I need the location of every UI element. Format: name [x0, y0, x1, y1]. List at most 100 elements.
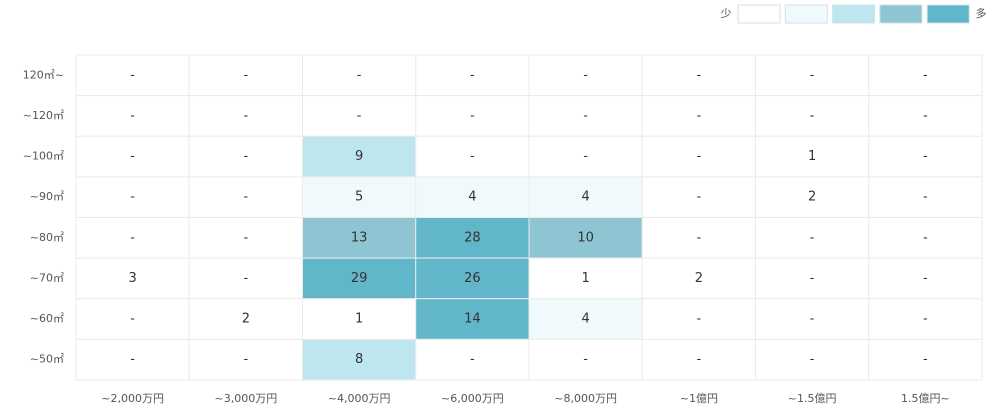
cell — [415, 176, 530, 218]
cell — [868, 95, 983, 137]
cell-label: - — [244, 271, 249, 286]
cell — [528, 298, 643, 340]
cell — [302, 257, 417, 300]
x-tick-label: ~2,000万円 — [101, 392, 164, 405]
cell-label: - — [697, 108, 702, 123]
cell — [302, 54, 417, 97]
cell — [415, 95, 530, 137]
cell-label: - — [130, 68, 135, 83]
cell — [528, 176, 643, 218]
cell-label: - — [130, 230, 135, 245]
cell — [302, 338, 417, 381]
y-tick-label: ~100㎡ — [23, 150, 64, 163]
cell-label: - — [130, 149, 135, 164]
x-tick-label: ~4,000万円 — [328, 392, 391, 405]
cell-label: - — [923, 312, 928, 327]
cell — [75, 135, 190, 178]
cell — [75, 338, 190, 381]
y-tick-label: ~80㎡ — [30, 231, 64, 244]
cell-label: 2 — [695, 271, 703, 286]
x-tick-label: ~8,000万円 — [554, 392, 617, 405]
cell-label: 1 — [581, 271, 589, 286]
cell — [188, 257, 303, 300]
legend-swatch — [784, 4, 828, 24]
cell — [528, 217, 643, 259]
cell-label: - — [130, 352, 135, 367]
cell-label: - — [470, 108, 475, 123]
cell-label: - — [923, 149, 928, 164]
cell — [641, 338, 756, 381]
cell — [755, 298, 870, 340]
y-tick-label: ~70㎡ — [30, 271, 64, 284]
cell — [868, 217, 983, 259]
cell-label: 13 — [351, 230, 368, 245]
cell — [868, 54, 983, 97]
y-tick-label: 120㎡~ — [23, 68, 64, 81]
cell-label: - — [244, 352, 249, 367]
cell — [868, 135, 983, 178]
cell-label: - — [810, 230, 815, 245]
cell — [755, 135, 870, 178]
cell-label: 2 — [242, 312, 250, 327]
cell-label: 4 — [581, 312, 589, 327]
cell-label: 28 — [464, 230, 481, 245]
cell-label: - — [697, 149, 702, 164]
cell — [415, 338, 530, 381]
y-tick-label: ~120㎡ — [23, 109, 64, 122]
cell-label: - — [583, 108, 588, 123]
cell — [868, 338, 983, 381]
cell-label: - — [810, 271, 815, 286]
cell — [75, 54, 190, 97]
cell — [188, 54, 303, 97]
cell-label: - — [810, 312, 815, 327]
cell-label: - — [923, 230, 928, 245]
cell-label: - — [357, 68, 362, 83]
cell-label: - — [470, 149, 475, 164]
cell-label: - — [244, 190, 249, 205]
x-tick-label: ~1億円 — [680, 392, 718, 405]
cell-label: 26 — [464, 271, 481, 286]
cell — [415, 135, 530, 178]
x-tick-label: ~3,000万円 — [215, 392, 278, 405]
cell-label: - — [923, 190, 928, 205]
cell — [755, 217, 870, 259]
cell-label: - — [244, 149, 249, 164]
cell-label: - — [923, 68, 928, 83]
cell-label: - — [923, 352, 928, 367]
cell-label: - — [244, 108, 249, 123]
cell-label: - — [130, 190, 135, 205]
legend-low: 少 — [721, 7, 732, 20]
legend-swatch — [832, 4, 876, 24]
cell — [415, 217, 530, 259]
cell — [188, 135, 303, 178]
cell-label: - — [697, 68, 702, 83]
legend-high: 多 — [976, 6, 987, 20]
cell-label: - — [583, 68, 588, 83]
cell — [641, 54, 756, 97]
cell-label: - — [244, 230, 249, 245]
cell-label: - — [470, 68, 475, 83]
cell — [755, 176, 870, 218]
cell-label: - — [583, 352, 588, 367]
cell-label: - — [697, 190, 702, 205]
cell-label: 4 — [581, 190, 589, 205]
cell-label: - — [810, 352, 815, 367]
cell — [528, 338, 643, 381]
cell — [641, 298, 756, 340]
cell-label: - — [810, 108, 815, 123]
cell-label: - — [470, 352, 475, 367]
cell-label: 4 — [468, 190, 476, 205]
cell-label: - — [244, 68, 249, 83]
y-tick-label: ~60㎡ — [30, 312, 64, 325]
cell-label: - — [697, 352, 702, 367]
cell — [302, 176, 417, 218]
cell-label: 29 — [351, 271, 368, 286]
cell — [868, 298, 983, 340]
x-tick-label: ~6,000万円 — [441, 392, 504, 405]
cell-label: 3 — [128, 271, 136, 286]
y-tick-label: ~90㎡ — [30, 190, 64, 203]
cell-label: - — [130, 108, 135, 123]
cell-label: 10 — [577, 230, 594, 245]
cell-label: 1 — [355, 312, 363, 327]
